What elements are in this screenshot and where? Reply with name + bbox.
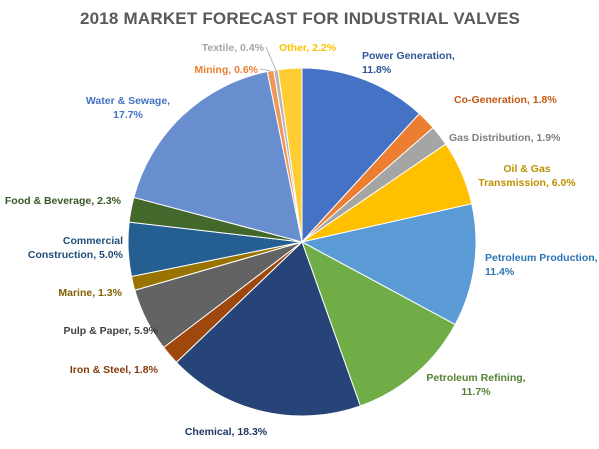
label-chemical: Chemical, 18.3% [185,426,268,438]
label-co-generation: Co-Generation, 1.8% [454,94,557,106]
label-line: Textile, 0.4% [202,42,265,54]
label-line: Construction, 5.0% [28,249,124,261]
label-line: Power Generation, [362,50,455,62]
label-marine: Marine, 1.3% [58,287,122,299]
label-line: 11.7% [461,386,491,398]
label-gas-distribution: Gas Distribution, 1.9% [449,132,561,144]
label-line: Commercial [63,235,123,247]
label-line: 17.7% [113,109,143,121]
label-other: Other, 2.2% [279,42,337,54]
slice-labels: Power Generation, 11.8% Co-Generation, 1.8… [5,42,598,438]
label-line: Co-Generation, 1.8% [454,94,557,106]
label-line: Iron & Steel, 1.8% [70,364,159,376]
slice-water-and-sewage [133,70,303,243]
label-line: Transmission, 6.0% [478,177,576,189]
label-line: Marine, 1.3% [58,287,122,299]
label-textile: Textile, 0.4% [202,42,265,54]
label-iron-and-steel: Iron & Steel, 1.8% [70,364,159,376]
slice-other [277,67,303,243]
label-water-and-sewage: Water & Sewage, 17.7% [86,95,170,121]
label-oil-and-gas-transmission: Oil & Gas Transmission, 6.0% [478,163,576,189]
label-line: 11.4% [485,266,515,278]
leader-line-mining [259,68,271,72]
label-line: Chemical, 18.3% [185,426,268,438]
label-line: Pulp & Paper, 5.9% [63,325,158,337]
leader-line-textile [265,46,277,71]
slice-petroleum-refining [301,240,456,407]
label-line: 11.8% [362,64,392,76]
slice-power-generation [301,67,421,244]
label-line: Mining, 0.6% [194,64,258,76]
label-commercial-construction: Commercial Construction, 5.0% [28,235,124,261]
slice-chemical [175,241,362,417]
leader-lines [259,46,277,72]
slice-petroleum-production [300,203,477,326]
label-food-and-beverage: Food & Beverage, 2.3% [5,195,122,207]
label-pulp-and-paper: Pulp & Paper, 5.9% [63,325,158,337]
label-line: Petroleum Production, [485,252,598,264]
label-line: Other, 2.2% [279,42,337,54]
label-line: Oil & Gas [503,163,550,175]
label-mining: Mining, 0.6% [194,64,258,76]
chart-title: 2018 MARKET FORECAST FOR INDUSTRIAL VALV… [80,9,520,28]
label-petroleum-refining: Petroleum Refining, 11.7% [426,372,525,398]
label-line: Food & Beverage, 2.3% [5,195,122,207]
label-line: Water & Sewage, [86,95,170,107]
label-line: Gas Distribution, 1.9% [449,132,561,144]
label-power-generation: Power Generation, 11.8% [362,50,455,76]
label-line: Petroleum Refining, [426,372,525,384]
pie-slices [127,67,477,417]
label-petroleum-production: Petroleum Production, 11.4% [485,252,598,278]
